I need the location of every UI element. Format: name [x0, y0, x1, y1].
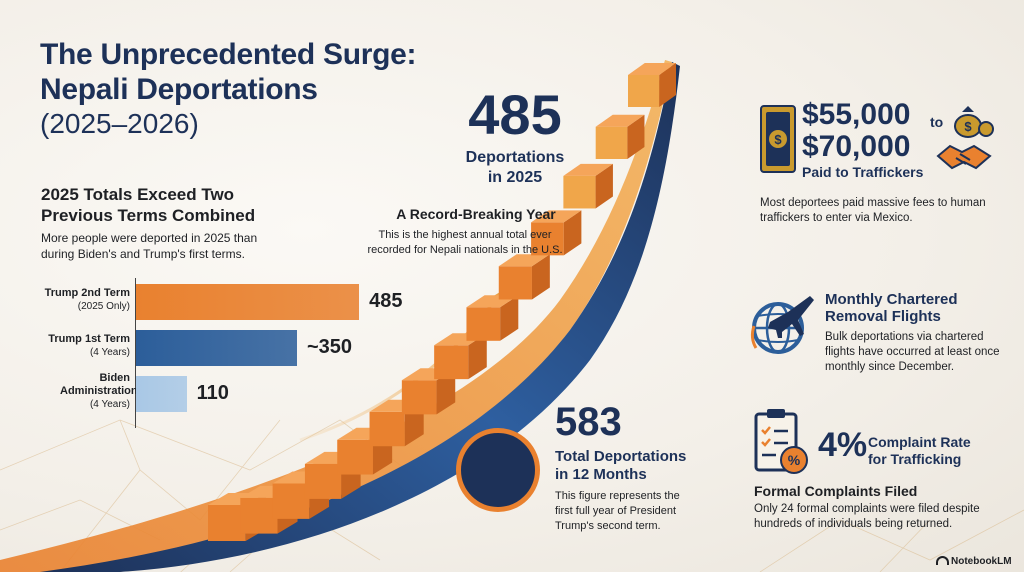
chart-axis-line: [135, 278, 136, 428]
bar-category-sub: (4 Years): [89, 347, 130, 358]
brand-label: NotebookLM: [936, 556, 1012, 567]
title-line-1: The Unprecedented Surge:: [40, 38, 417, 71]
stair-block: [466, 295, 519, 341]
total-body: This figure represents the first full ye…: [555, 490, 680, 532]
money-bill-icon: $: [760, 105, 796, 173]
bar: [136, 284, 360, 320]
notebooklm-logo-icon: [936, 556, 949, 565]
comparison-heading-2: Previous Terms Combined: [41, 206, 256, 225]
svg-text:%: %: [788, 452, 801, 468]
flights-heading-2: Removal Flights: [825, 308, 941, 325]
svg-text:$: $: [774, 132, 782, 147]
globe-plane-icon: [750, 296, 814, 354]
complaint-rate-1: Complaint Rate: [868, 434, 971, 450]
bar-value-label: 485: [369, 290, 403, 312]
bar-category-name: Trump 2nd Term: [44, 287, 130, 299]
record-heading: A Record-Breaking Year: [396, 206, 556, 222]
money-bag-icon: $: [954, 106, 994, 138]
bar-category-name: Biden Administration: [60, 372, 138, 397]
highlight-label-1: Deportations: [465, 149, 565, 166]
total-label-1: Total Deportations: [555, 448, 687, 465]
stair-block: [595, 114, 645, 159]
record-body: This is the highest annual total ever re…: [367, 229, 563, 256]
comparison-heading-1: 2025 Totals Exceed Two: [41, 185, 235, 204]
highlight-number: 485: [468, 83, 562, 146]
stair-block: [563, 163, 613, 209]
total-circle: [456, 428, 540, 512]
stair-block: [531, 210, 582, 256]
fee-body: Most deportees paid massive fees to huma…: [760, 197, 986, 224]
comparison-body: More people were deported in 2025 than d…: [41, 231, 258, 261]
flights-heading-1: Monthly Chartered: [825, 291, 958, 308]
fee-amount-low: $55,000: [802, 98, 911, 131]
total-label-2: in 12 Months: [555, 466, 647, 483]
bar-value-label: 110: [196, 382, 229, 404]
bar: [136, 330, 297, 366]
stair-block: [498, 254, 550, 300]
complaints-body: Only 24 formal complaints were filed des…: [754, 503, 980, 530]
handshake-icon: [936, 144, 992, 170]
fee-amount-high: $70,000: [802, 130, 911, 163]
bar-category-name: Trump 1st Term: [48, 333, 130, 345]
title-line-2: Nepali Deportations: [40, 73, 318, 106]
bar: [136, 376, 187, 412]
highlight-label-2: in 2025: [487, 169, 543, 186]
bar-category-sub: (2025 Only): [77, 301, 130, 312]
stair-block: [434, 333, 487, 380]
svg-text:$: $: [964, 119, 972, 134]
bar-category-label: Biden Administration (4 Years): [0, 372, 138, 411]
bar-category-sub: (4 Years): [89, 399, 130, 410]
title-years: (2025–2026): [40, 108, 199, 139]
fee-label: Paid to Traffickers: [802, 164, 924, 180]
flights-body: Bulk deportations via chartered flights …: [825, 331, 1000, 373]
bar-category-label: Trump 1st Term (4 Years): [0, 333, 130, 359]
bar-value-label: ~350: [307, 336, 353, 358]
complaint-rate-2: for Trafficking: [868, 451, 962, 467]
brand-name: NotebookLM: [951, 556, 1012, 567]
bar-category-label: Trump 2nd Term (2025 Only): [0, 287, 130, 313]
clipboard-checklist-icon: %: [754, 409, 808, 474]
deportation-bar-chart: Trump 2nd Term (2025 Only) 485 Trump 1st Te…: [0, 270, 420, 430]
stair-block: [628, 63, 676, 107]
total-number: 583: [555, 400, 622, 444]
complaints-heading: Formal Complaints Filed: [754, 483, 918, 499]
complaint-percent: 4%: [818, 426, 868, 464]
fee-to: to: [930, 114, 944, 130]
